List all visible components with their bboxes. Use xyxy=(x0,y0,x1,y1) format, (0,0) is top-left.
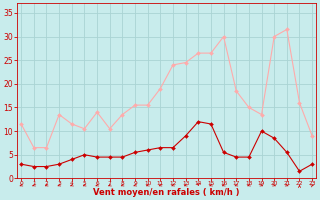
X-axis label: Vent moyen/en rafales ( km/h ): Vent moyen/en rafales ( km/h ) xyxy=(93,188,240,197)
